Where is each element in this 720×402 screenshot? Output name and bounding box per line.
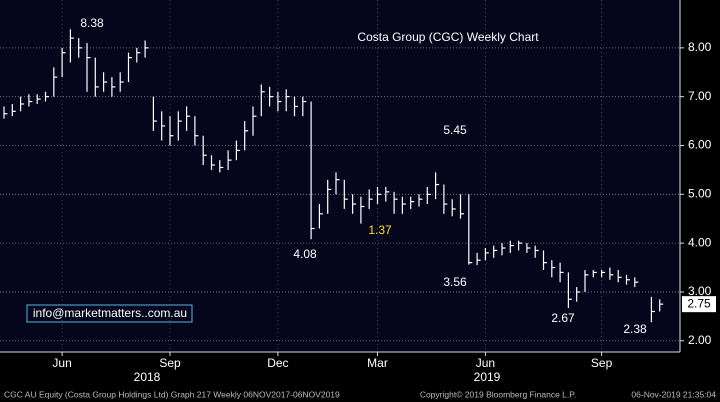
year-label: 2019: [474, 370, 501, 384]
annotation: 8.38: [80, 16, 104, 30]
y-tick-label: 3.00: [688, 284, 712, 298]
chart-title: Costa Group (CGC) Weekly Chart: [357, 30, 539, 44]
annotation: 2.67: [551, 311, 575, 325]
footer-left: CGC AU Equity (Costa Group Holdings Ltd)…: [4, 389, 340, 399]
x-tick-label: Dec: [267, 356, 288, 370]
last-price-label: 2.75: [687, 296, 711, 310]
x-tick-label: Jun: [52, 356, 71, 370]
y-tick-label: 7.00: [688, 89, 712, 103]
annotation: 4.08: [293, 247, 317, 261]
y-tick-label: 2.00: [688, 333, 712, 347]
y-tick-label: 4.00: [688, 235, 712, 249]
email: info@marketmatters..com.au: [33, 306, 187, 320]
email-box: [26, 304, 193, 323]
x-tick-label: Mar: [367, 356, 388, 370]
annotation: 5.45: [443, 123, 467, 137]
annotation: 1.37: [368, 223, 392, 237]
footer-date: 06-Nov-2019 21:35:04: [631, 389, 716, 399]
last-price-box: [682, 296, 716, 313]
annotation: 3.56: [443, 275, 467, 289]
annotation: 2.38: [623, 322, 647, 336]
y-tick-label: 8.00: [688, 40, 712, 54]
plot-area: [0, 0, 680, 352]
x-tick-label: Jun: [476, 356, 495, 370]
y-tick-label: 6.00: [688, 138, 712, 152]
footer-copyright: Copyright© 2019 Bloomberg Finance L.P.: [420, 389, 576, 399]
y-tick-label: 5.00: [688, 186, 712, 200]
year-label: 2018: [134, 370, 161, 384]
x-tick-label: Sep: [159, 356, 181, 370]
x-tick-label: Sep: [591, 356, 613, 370]
